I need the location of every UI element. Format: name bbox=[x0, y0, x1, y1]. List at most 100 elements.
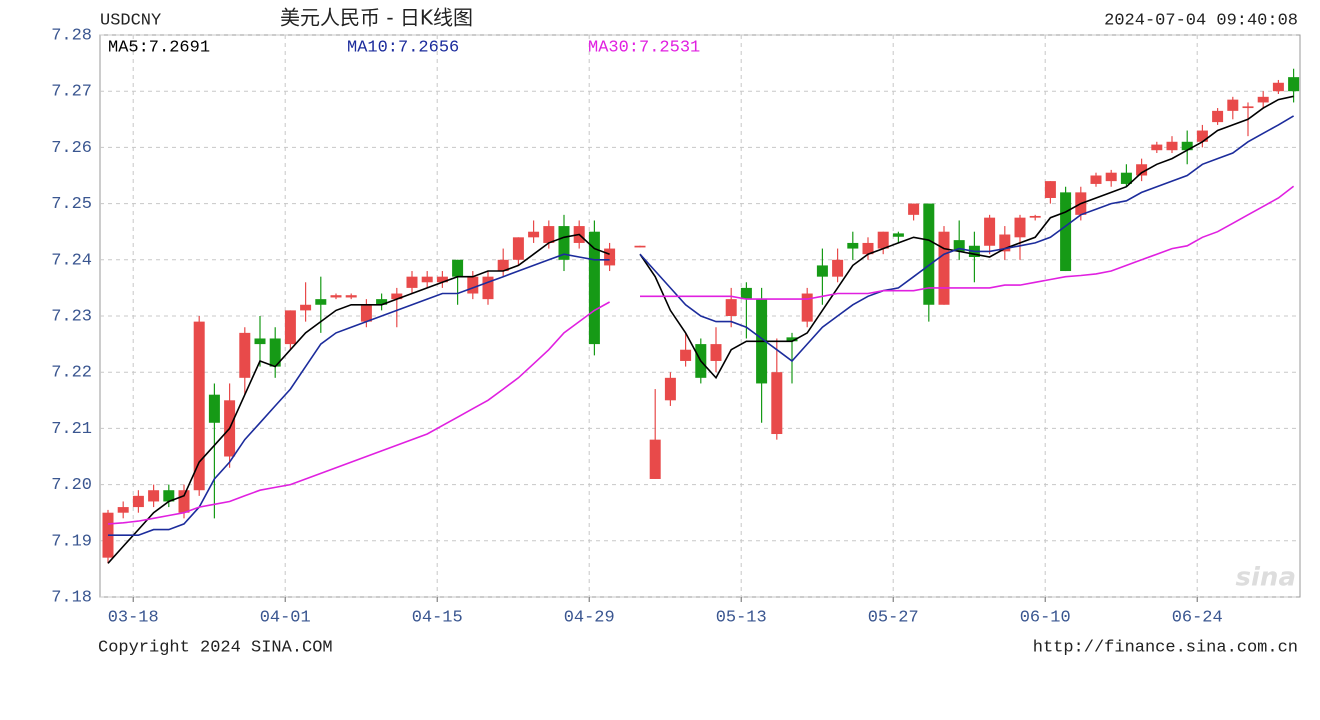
candle-up bbox=[1136, 164, 1148, 176]
candle-up bbox=[117, 507, 129, 513]
candle-up bbox=[1014, 217, 1026, 238]
x-tick-label: 04-01 bbox=[260, 608, 311, 627]
symbol: USDCNY bbox=[100, 11, 161, 30]
x-tick-label: 03-18 bbox=[108, 608, 159, 627]
candle-down bbox=[740, 287, 752, 300]
candle-up bbox=[771, 372, 783, 435]
timestamp: 2024-07-04 09:40:08 bbox=[1104, 11, 1298, 30]
candle-up bbox=[832, 259, 844, 277]
candle-up bbox=[1227, 99, 1239, 111]
y-tick-label: 7.27 bbox=[51, 83, 92, 102]
candle-up bbox=[801, 293, 813, 322]
y-tick-label: 7.19 bbox=[51, 532, 92, 551]
y-tick-label: 7.24 bbox=[51, 251, 92, 270]
candle-down bbox=[208, 394, 220, 423]
candle-down bbox=[816, 265, 828, 277]
candle-up bbox=[497, 259, 509, 272]
candle-down bbox=[315, 299, 327, 305]
candle-up bbox=[148, 490, 160, 502]
candle-up bbox=[1105, 172, 1117, 182]
candle-up bbox=[1151, 144, 1163, 151]
candle-up bbox=[543, 226, 555, 243]
candle-up bbox=[1029, 215, 1041, 218]
candle-up bbox=[1196, 130, 1208, 142]
candle-up bbox=[634, 245, 646, 248]
y-tick-label: 7.22 bbox=[51, 364, 92, 383]
x-tick-label: 06-24 bbox=[1172, 608, 1223, 627]
candle-up bbox=[330, 295, 342, 298]
y-tick-label: 7.28 bbox=[51, 26, 92, 45]
candle-up bbox=[300, 304, 312, 311]
candle-up bbox=[132, 495, 144, 508]
candle-up bbox=[908, 203, 920, 215]
candle-down bbox=[1060, 192, 1072, 272]
candle-up bbox=[345, 295, 357, 298]
candle-up bbox=[999, 234, 1011, 252]
candle-up bbox=[482, 276, 494, 300]
legend-entry: MA30:7.2531 bbox=[588, 38, 700, 57]
copyright: Copyright 2024 SINA.COM bbox=[98, 638, 333, 657]
candle-up bbox=[664, 377, 676, 401]
candle-up bbox=[360, 304, 372, 322]
candle-up bbox=[938, 231, 950, 305]
candle-up bbox=[528, 231, 540, 238]
watermark: sina bbox=[1236, 563, 1296, 593]
candle-up bbox=[710, 344, 722, 361]
ma-line bbox=[107, 95, 1294, 564]
y-tick-label: 7.23 bbox=[51, 307, 92, 326]
candle-up bbox=[1090, 175, 1102, 184]
x-tick-label: 04-29 bbox=[564, 608, 615, 627]
candle-up bbox=[193, 321, 205, 491]
legend-entry: MA10:7.2656 bbox=[347, 38, 459, 57]
y-tick-label: 7.26 bbox=[51, 139, 92, 158]
candle-down bbox=[1120, 172, 1132, 184]
candle-up bbox=[1272, 82, 1284, 92]
y-tick-label: 7.25 bbox=[51, 195, 92, 214]
candle-up bbox=[1257, 96, 1269, 103]
x-tick-label: 06-10 bbox=[1020, 608, 1071, 627]
candle-up bbox=[1212, 110, 1224, 123]
candle-down bbox=[452, 259, 464, 277]
candle-up bbox=[467, 276, 479, 294]
candle-up bbox=[877, 231, 889, 249]
chart-title: 美元人民币 - 日K线图 bbox=[280, 6, 473, 30]
candle-up bbox=[178, 490, 190, 513]
candle-down bbox=[892, 233, 904, 237]
candle-down bbox=[163, 490, 175, 502]
candle-down bbox=[376, 299, 388, 305]
y-tick-label: 7.21 bbox=[51, 420, 92, 439]
candle-up bbox=[1166, 141, 1178, 151]
candle-down bbox=[254, 338, 266, 345]
ma-line bbox=[108, 115, 1295, 536]
candle-down bbox=[269, 338, 281, 367]
candle-up bbox=[512, 237, 524, 260]
candle-down bbox=[847, 242, 859, 249]
candle-up bbox=[1044, 181, 1056, 198]
candle-up bbox=[284, 310, 296, 345]
candle-down bbox=[558, 226, 570, 260]
candle-down bbox=[953, 240, 965, 252]
legend-entry: MA5:7.2691 bbox=[108, 38, 210, 57]
x-tick-label: 05-13 bbox=[716, 608, 767, 627]
candle-up bbox=[680, 349, 692, 361]
x-tick-label: 05-27 bbox=[868, 608, 919, 627]
source-url: http://finance.sina.com.cn bbox=[1033, 638, 1298, 657]
candle-down bbox=[923, 203, 935, 305]
candle-up bbox=[984, 217, 996, 246]
candle-up bbox=[421, 276, 433, 283]
y-tick-label: 7.20 bbox=[51, 476, 92, 495]
ma-line bbox=[107, 185, 1295, 525]
candle-down bbox=[1288, 77, 1300, 92]
y-tick-label: 7.18 bbox=[51, 588, 92, 607]
candle-up bbox=[862, 242, 874, 255]
x-tick-label: 04-15 bbox=[412, 608, 463, 627]
candle-up bbox=[436, 276, 448, 283]
candle-up bbox=[725, 299, 737, 316]
candle-up bbox=[239, 332, 251, 378]
candle-up bbox=[1242, 106, 1254, 109]
candle-up bbox=[391, 293, 403, 300]
candle-down bbox=[786, 337, 798, 342]
candle-up bbox=[649, 439, 661, 479]
candle-down bbox=[1181, 141, 1193, 151]
